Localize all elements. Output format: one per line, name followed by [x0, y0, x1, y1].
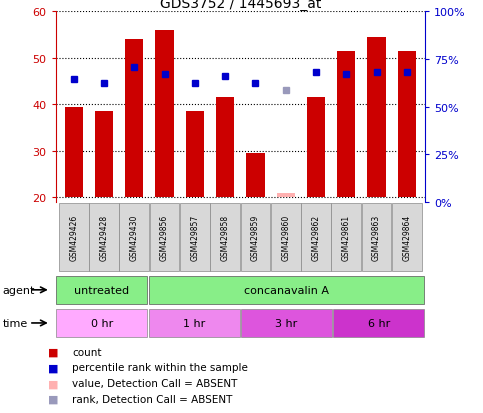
- Bar: [216, 98, 234, 198]
- Text: GSM429428: GSM429428: [99, 214, 109, 261]
- Bar: [331, 204, 361, 271]
- Bar: [277, 193, 295, 198]
- Text: time: time: [2, 318, 28, 328]
- Text: rank, Detection Call = ABSENT: rank, Detection Call = ABSENT: [72, 394, 233, 404]
- Text: GSM429426: GSM429426: [69, 214, 78, 261]
- Text: 3 hr: 3 hr: [275, 318, 298, 328]
- Text: GSM429430: GSM429430: [130, 214, 139, 261]
- Text: GSM429861: GSM429861: [342, 214, 351, 261]
- Text: ■: ■: [48, 378, 59, 388]
- Text: GSM429860: GSM429860: [281, 214, 290, 261]
- Bar: [149, 276, 425, 304]
- Bar: [156, 31, 174, 198]
- Bar: [59, 204, 88, 271]
- Bar: [119, 204, 149, 271]
- Text: value, Detection Call = ABSENT: value, Detection Call = ABSENT: [72, 378, 238, 388]
- Bar: [246, 154, 265, 198]
- Bar: [307, 98, 325, 198]
- Text: GSM429859: GSM429859: [251, 214, 260, 261]
- Text: ■: ■: [48, 394, 59, 404]
- Bar: [56, 309, 147, 337]
- Text: GSM429856: GSM429856: [160, 214, 169, 261]
- Bar: [56, 276, 147, 304]
- Text: percentile rank within the sample: percentile rank within the sample: [72, 363, 248, 373]
- Text: untreated: untreated: [74, 285, 129, 295]
- Bar: [368, 38, 385, 198]
- Bar: [95, 112, 113, 198]
- Text: 6 hr: 6 hr: [368, 318, 390, 328]
- Text: GSM429863: GSM429863: [372, 214, 381, 261]
- Text: GSM429858: GSM429858: [221, 214, 229, 261]
- Text: concanavalin A: concanavalin A: [244, 285, 329, 295]
- Bar: [241, 204, 270, 271]
- Text: ■: ■: [48, 363, 59, 373]
- Bar: [271, 204, 300, 271]
- Bar: [65, 107, 83, 198]
- Bar: [333, 309, 425, 337]
- Bar: [337, 52, 355, 198]
- Bar: [362, 204, 391, 271]
- Bar: [210, 204, 240, 271]
- Bar: [186, 112, 204, 198]
- Bar: [241, 309, 332, 337]
- Bar: [392, 204, 422, 271]
- Text: 0 hr: 0 hr: [91, 318, 113, 328]
- Text: GSM429862: GSM429862: [312, 214, 321, 261]
- Text: ■: ■: [48, 347, 59, 357]
- Text: 1 hr: 1 hr: [183, 318, 205, 328]
- Bar: [149, 309, 240, 337]
- Bar: [150, 204, 179, 271]
- Text: agent: agent: [2, 285, 35, 295]
- Bar: [398, 52, 416, 198]
- Bar: [89, 204, 119, 271]
- Bar: [301, 204, 331, 271]
- Text: count: count: [72, 347, 102, 357]
- Bar: [125, 40, 143, 198]
- Bar: [180, 204, 210, 271]
- Title: GDS3752 / 1445693_at: GDS3752 / 1445693_at: [159, 0, 321, 12]
- Text: GSM429864: GSM429864: [402, 214, 412, 261]
- Text: GSM429857: GSM429857: [190, 214, 199, 261]
